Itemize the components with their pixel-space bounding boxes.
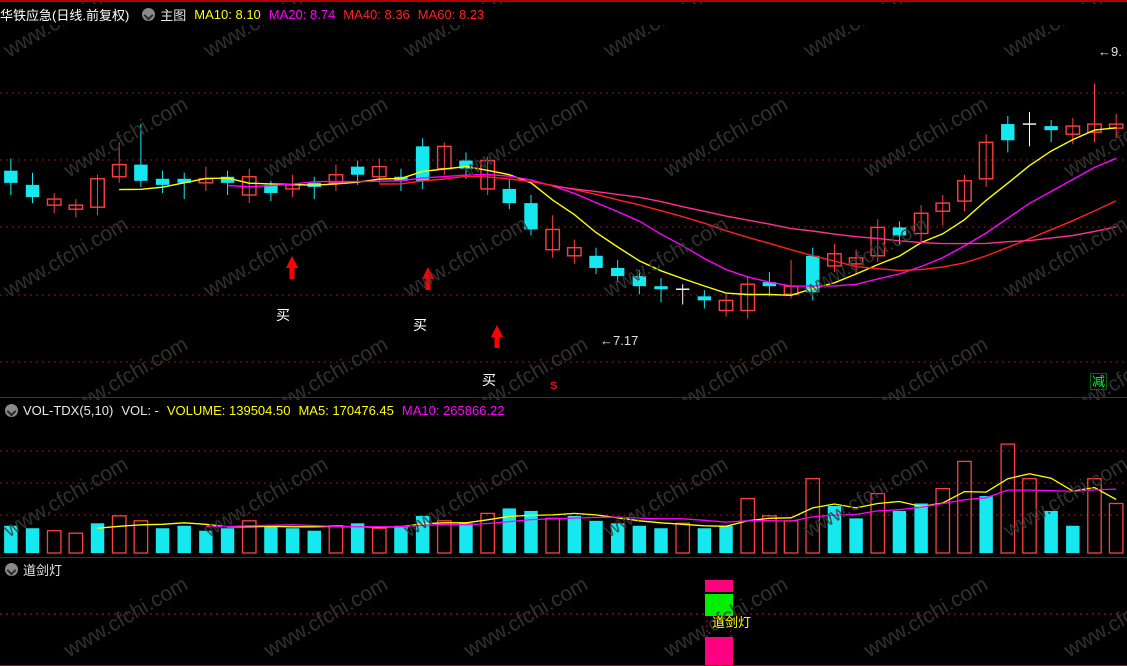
- ma10-value: MA10: 8.10: [194, 7, 261, 22]
- sub-indicator-badge: 道剑灯: [712, 615, 752, 630]
- volume-value: VOLUME: 139504.50: [166, 403, 291, 418]
- panel-divider-1: [0, 397, 1127, 398]
- main-indicator-label: 主图: [160, 8, 187, 23]
- vol-label: VOL: -: [121, 403, 159, 418]
- chevron-down-icon[interactable]: [142, 8, 156, 21]
- volume-ma5-value: MA5: 170476.45: [298, 403, 394, 418]
- price-tag-top: ←9.: [1098, 44, 1122, 59]
- main-chart-header: 华铁应急(日线.前复权) 主图 MA10: 8.10 MA20: 8.74 MA…: [0, 4, 1127, 25]
- price-tag-717: ←7.17: [600, 333, 639, 348]
- panel-divider-2: [0, 557, 1127, 558]
- candlestick-svg: [0, 83, 1127, 363]
- volume-indicator-label: VOL-TDX(5,10): [23, 403, 114, 418]
- price-chart-panel[interactable]: [0, 25, 1127, 397]
- symbol-label: 华铁应急(日线.前复权): [0, 8, 130, 23]
- sub-indicator-svg: [0, 580, 1127, 665]
- volume-chart-panel[interactable]: [0, 421, 1127, 557]
- reduce-badge: 减: [1090, 373, 1108, 390]
- ma60-value: MA60: 8.23: [417, 7, 485, 22]
- buy-marker-label-1: 买: [276, 307, 290, 323]
- sub-indicator-label: 道剑灯: [23, 563, 63, 578]
- sell-signal-marker: S: [550, 380, 558, 392]
- buy-marker-label-3: 买: [482, 372, 496, 388]
- chevron-down-icon[interactable]: [5, 404, 18, 417]
- chevron-down-icon[interactable]: [5, 563, 18, 576]
- volume-ma10-value: MA10: 265866.22: [401, 403, 505, 418]
- sub-indicator-panel[interactable]: [0, 580, 1127, 665]
- volume-chart-header: VOL-TDX(5,10) VOL: - VOLUME: 139504.50 M…: [0, 400, 1127, 421]
- ma20-value: MA20: 8.74: [268, 7, 336, 22]
- ma40-value: MA40: 8.36: [343, 7, 410, 22]
- buy-marker-label-2: 买: [413, 317, 427, 333]
- sub-indicator-header: 道剑灯: [0, 559, 1127, 580]
- volume-svg: [0, 443, 1127, 554]
